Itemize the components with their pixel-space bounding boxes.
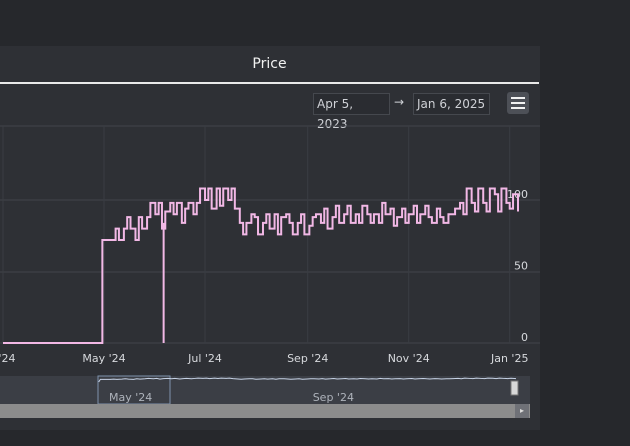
menu-button[interactable] — [507, 92, 529, 114]
navigator-background — [0, 376, 530, 404]
x-tick-label: Jul '24 — [187, 352, 222, 365]
chart-title: Price — [252, 56, 287, 72]
date-to-input[interactable]: Jan 6, 2025 — [413, 93, 490, 115]
hamburger-menu-icon-line — [511, 102, 525, 104]
hamburger-menu-icon-line — [511, 107, 525, 109]
horizontal-scrollbar[interactable] — [0, 404, 530, 418]
y-tick-label: 50 — [514, 260, 528, 273]
navigator-label: Sep '24 — [313, 391, 354, 404]
scroll-right-button[interactable]: ▸ — [515, 404, 529, 418]
chart-header: Price — [0, 46, 539, 84]
arrow-icon: → — [394, 95, 405, 109]
series-layer — [3, 187, 519, 344]
x-tick-label: May '24 — [82, 352, 125, 365]
price-chart-panel: Price Apr 5, 2023 → Jan 6, 2025 — [0, 46, 540, 430]
navigator-line — [98, 377, 517, 383]
range-selector: Apr 5, 2023 → Jan 6, 2025 — [0, 84, 540, 131]
x-axis: r '24 May '24 Jul '24 Sep '24 Nov '24 Jan '25 — [0, 352, 528, 365]
x-tick-label: Sep '24 — [287, 352, 328, 365]
x-tick-label: Jan '25 — [490, 352, 528, 365]
line-chart: r '24 May '24 Jul '24 Sep '24 Nov '24 Jan '25… — [0, 125, 540, 405]
navigator-label: May '24 — [109, 391, 152, 404]
price-series-line — [3, 187, 519, 344]
grid — [0, 125, 540, 344]
navigator[interactable]: May '24 Sep '24 — [0, 375, 530, 405]
date-from-input[interactable]: Apr 5, 2023 — [313, 93, 390, 131]
y-tick-label: 0 — [521, 331, 528, 344]
hamburger-menu-icon — [511, 97, 525, 99]
x-tick-label: Nov '24 — [388, 352, 430, 365]
navigator-handle[interactable] — [510, 380, 519, 396]
x-tick-label: r '24 — [0, 352, 16, 365]
